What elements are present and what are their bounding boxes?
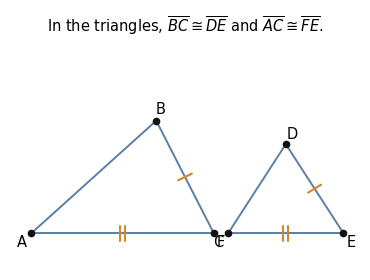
Text: C: C: [213, 235, 224, 250]
Text: D: D: [287, 127, 298, 142]
Text: In the triangles, $\overline{BC} \cong \overline{DE}$ and $\overline{AC} \cong \: In the triangles, $\overline{BC} \cong \…: [47, 14, 323, 37]
Text: F: F: [216, 235, 225, 250]
Text: A: A: [17, 235, 27, 250]
Text: B: B: [156, 102, 166, 117]
Text: E: E: [347, 235, 356, 250]
